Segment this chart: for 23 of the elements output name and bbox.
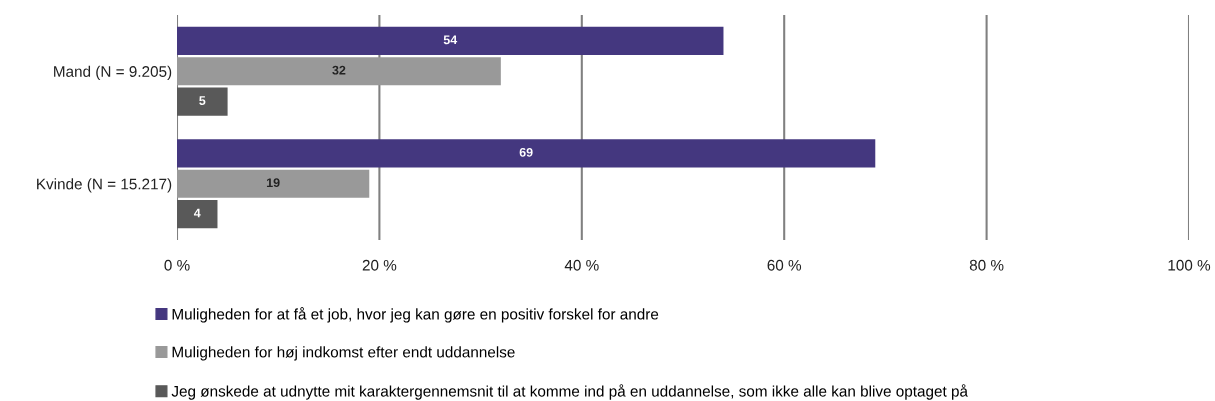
x-tick-label: 20 % bbox=[362, 259, 397, 271]
x-tick-label: 40 % bbox=[564, 259, 599, 271]
data-label: 32 bbox=[332, 65, 346, 75]
bar bbox=[177, 139, 876, 168]
x-tick-label: 100 % bbox=[1168, 259, 1211, 271]
bar bbox=[177, 26, 724, 55]
bar bbox=[177, 200, 218, 229]
x-tick-label: 60 % bbox=[767, 259, 802, 271]
data-label: 69 bbox=[519, 147, 533, 157]
x-tick-label: 80 % bbox=[969, 259, 1004, 271]
legend-label: Muligheden for at få et job, hvor jeg kan gøre en positiv forskel for andre bbox=[172, 307, 659, 323]
x-tick-label: 0 % bbox=[164, 259, 190, 271]
legend-label: Muligheden for høj indkomst efter endt uddannelse bbox=[172, 346, 515, 361]
data-label: 19 bbox=[266, 178, 280, 188]
bar bbox=[177, 57, 501, 86]
bar bbox=[177, 87, 228, 116]
data-label: 54 bbox=[443, 35, 458, 45]
data-label: 5 bbox=[199, 96, 206, 105]
y-tick-label: Mand (N = 9.205) bbox=[54, 65, 172, 80]
data-label: 4 bbox=[193, 208, 201, 218]
y-tick-label: Kvinde (N = 15.217) bbox=[37, 178, 172, 193]
legend-label: Jeg ønskede at udnytte mit karaktergennemsnit til at komme ind på en uddannelse, som ikke alle kan blive optaget på bbox=[171, 384, 968, 400]
bar bbox=[177, 169, 370, 198]
